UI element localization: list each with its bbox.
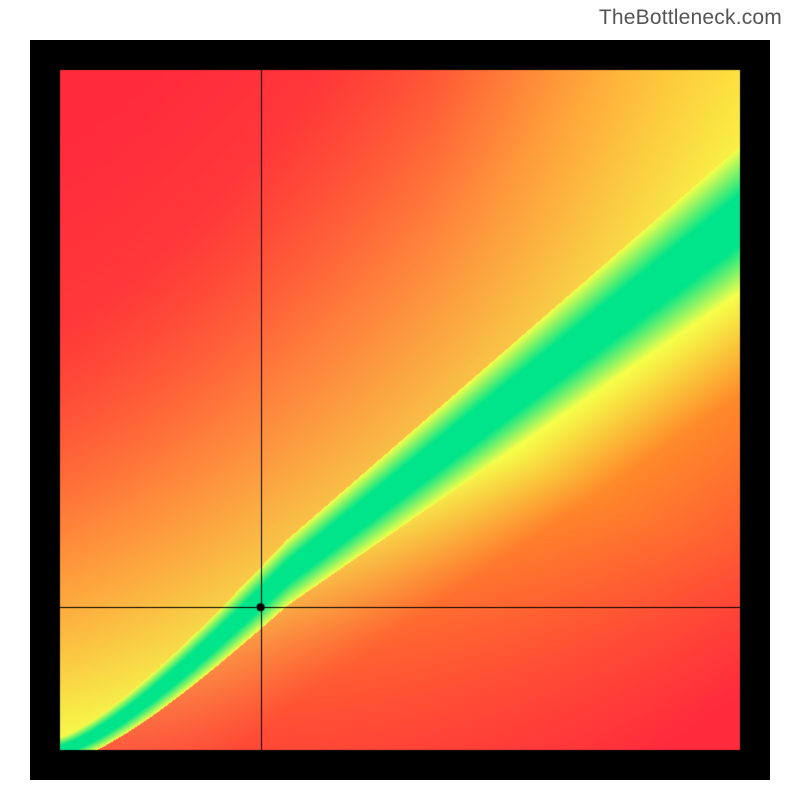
chart-container: TheBottleneck.com — [0, 0, 800, 800]
attribution-text: TheBottleneck.com — [599, 6, 782, 30]
plot-frame — [30, 40, 770, 780]
heatmap-canvas — [30, 40, 770, 780]
